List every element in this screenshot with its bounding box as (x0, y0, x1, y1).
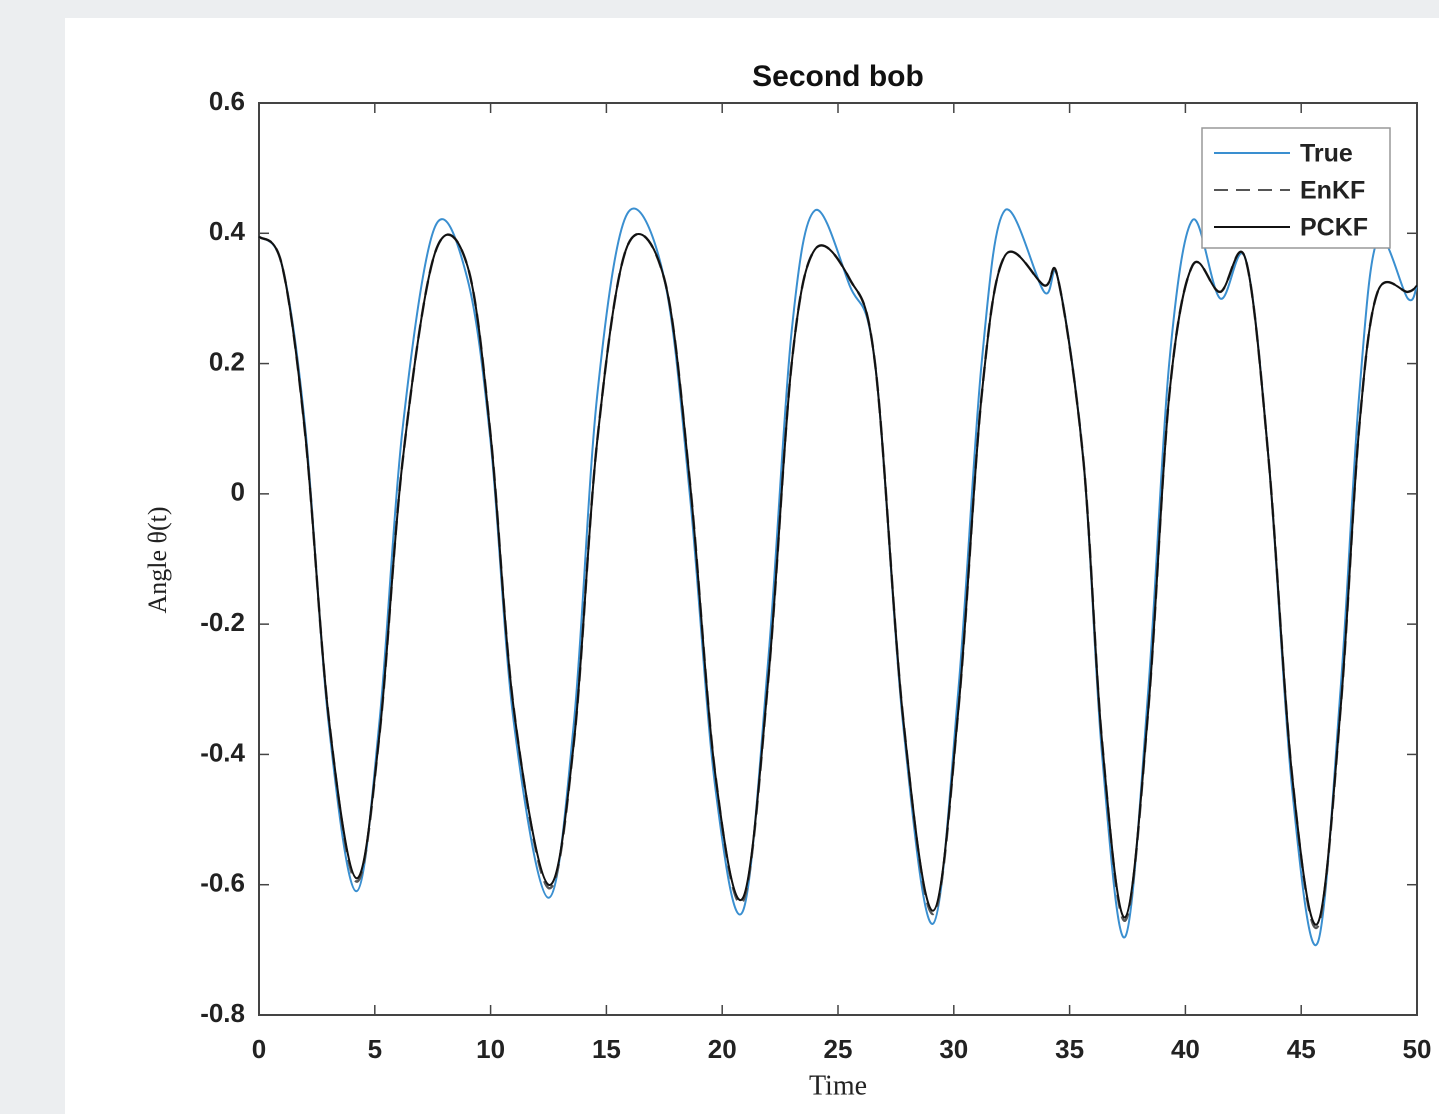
x-tick-label: 10 (476, 1034, 505, 1064)
x-tick-label: 35 (1055, 1034, 1084, 1064)
legend-label: PCKF (1300, 214, 1368, 242)
x-tick-label: 20 (708, 1034, 737, 1064)
y-tick-label: 0 (231, 477, 245, 507)
x-tick-label: 50 (1403, 1034, 1432, 1064)
x-tick-label: 5 (368, 1034, 382, 1064)
y-tick-label: 0.2 (209, 346, 245, 376)
x-axis-label: Time (809, 1070, 867, 1101)
y-axis-label: Angle θ(t) (143, 506, 172, 613)
x-tick-label: 15 (592, 1034, 621, 1064)
x-tick-label: 30 (939, 1034, 968, 1064)
legend-label: True (1300, 140, 1353, 168)
y-tick-label: -0.8 (200, 998, 245, 1028)
x-tick-label: 40 (1171, 1034, 1200, 1064)
x-tick-label: 25 (824, 1034, 853, 1064)
legend-label: EnKF (1300, 177, 1365, 205)
y-tick-label: 0.4 (209, 216, 246, 246)
y-tick-label: 0.6 (209, 86, 245, 116)
y-tick-label: -0.6 (200, 868, 245, 898)
x-tick-label: 45 (1287, 1034, 1316, 1064)
chart-title: Second bob (752, 60, 924, 93)
y-tick-label: -0.2 (200, 607, 245, 637)
plot-frame (258, 102, 1418, 1016)
y-tick-label: -0.4 (200, 737, 245, 767)
series-line (258, 233, 1418, 926)
x-tick-label: 0 (252, 1034, 266, 1064)
